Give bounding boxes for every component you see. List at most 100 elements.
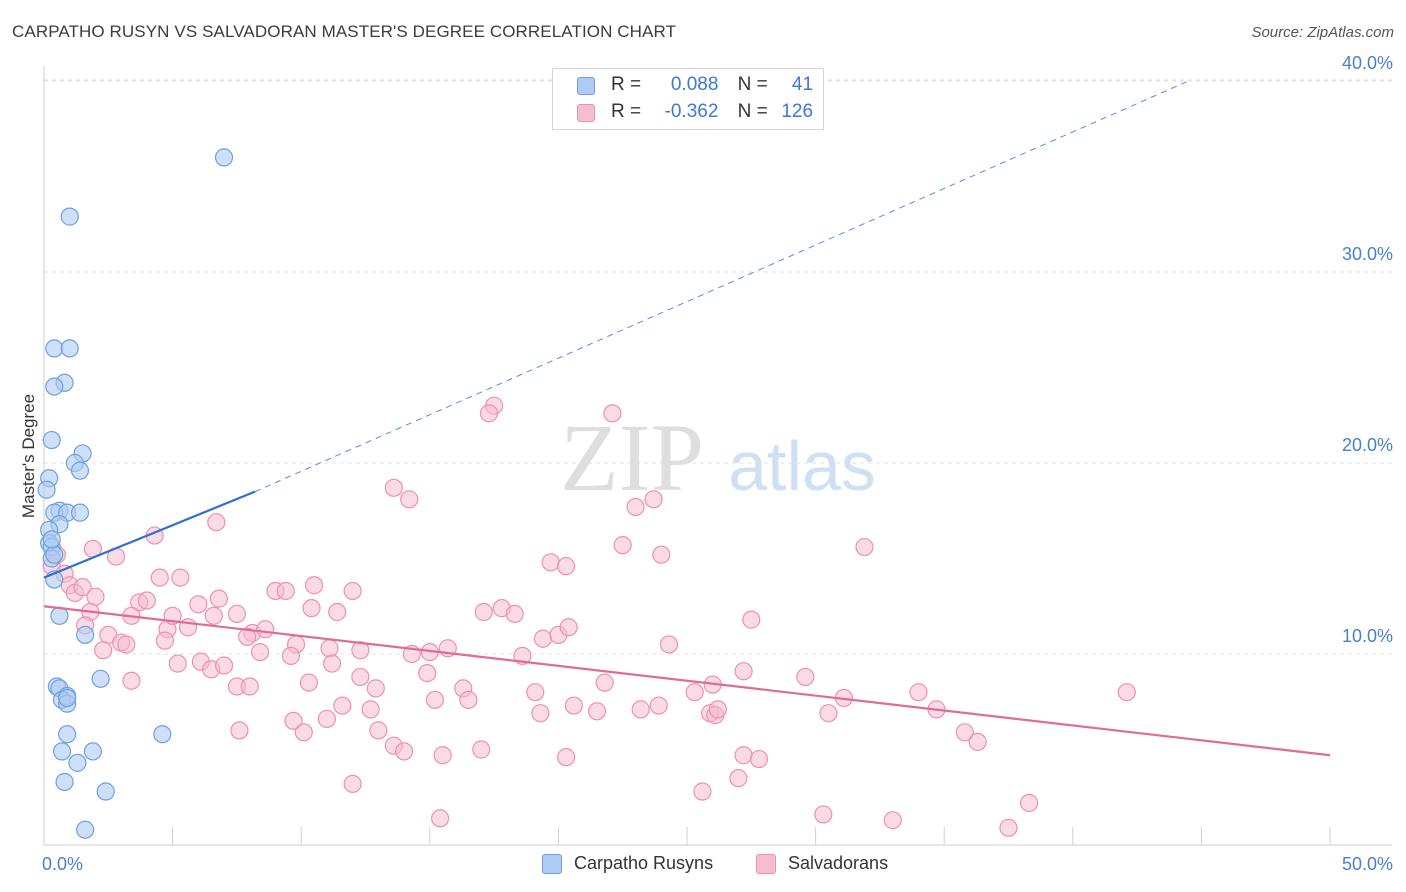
carpatho-rusyn-point bbox=[37, 480, 56, 499]
salvadoran-point bbox=[541, 553, 560, 572]
carpatho-rusyns-trendline bbox=[43, 490, 256, 579]
salvadoran-point bbox=[734, 662, 753, 681]
legend-swatch-blue bbox=[577, 77, 595, 95]
legend-swatch-pink bbox=[577, 104, 595, 122]
salvadoran-point bbox=[531, 704, 550, 723]
salvadoran-point bbox=[742, 610, 761, 629]
carpatho-rusyn-point bbox=[70, 461, 90, 480]
r-value: 0.088 bbox=[670, 74, 719, 95]
salvadoran-point bbox=[320, 639, 339, 658]
salvadoran-point bbox=[369, 721, 388, 740]
salvadoran-point bbox=[117, 635, 136, 654]
carpatho-rusyn-point bbox=[96, 782, 115, 801]
salvadoran-point bbox=[366, 679, 385, 698]
salvadoran-point bbox=[122, 671, 141, 690]
salvadoran-point bbox=[472, 740, 491, 759]
carpatho-rusyn-point bbox=[45, 377, 64, 396]
salvadoran-point bbox=[557, 557, 576, 576]
y-tick-label: 20.0% bbox=[1342, 435, 1393, 455]
salvadoran-point bbox=[652, 545, 671, 564]
salvadoran-point bbox=[626, 497, 645, 517]
salvadoran-point bbox=[433, 746, 452, 765]
salvadoran-point bbox=[557, 748, 576, 767]
salvadoran-point bbox=[394, 742, 414, 761]
trend-layer bbox=[43, 80, 1331, 757]
y-axis-label: Master's Degree bbox=[19, 394, 38, 518]
carpatho-rusyn-point bbox=[45, 339, 64, 358]
salvadoran-point bbox=[474, 602, 493, 622]
chart-title: CARPATHO RUSYN VS SALVADORAN MASTER'S DE… bbox=[12, 22, 677, 41]
salvadoran-point bbox=[968, 732, 987, 751]
salvadoran-point bbox=[644, 490, 663, 509]
y-tick-label: 40.0% bbox=[1342, 53, 1393, 73]
salvadoran-point bbox=[649, 696, 668, 715]
salvadoran-point bbox=[276, 581, 295, 601]
salvadoran-point bbox=[86, 587, 105, 606]
salvadoran-point bbox=[430, 809, 450, 828]
legend-label: Salvadorans bbox=[788, 853, 889, 873]
salvadoran-point bbox=[855, 537, 874, 557]
carpatho-rusyn-point bbox=[42, 530, 61, 549]
salvadoran-point bbox=[595, 673, 614, 692]
salvadoran-point bbox=[209, 589, 228, 608]
x-tick-label: 0.0% bbox=[42, 854, 83, 874]
salvadoran-point bbox=[603, 404, 622, 423]
salvadoran-point bbox=[230, 721, 249, 740]
carpatho-rusyn-point bbox=[45, 545, 64, 564]
salvadorans-points bbox=[42, 396, 1136, 837]
salvadoran-point bbox=[214, 656, 234, 675]
salvadoran-point bbox=[204, 606, 223, 625]
carpatho-rusyn-point bbox=[91, 669, 110, 688]
r-value: -0.362 bbox=[664, 101, 719, 122]
salvadoran-point bbox=[250, 642, 270, 662]
salvadoran-point bbox=[693, 782, 712, 801]
legend-label: Carpatho Rusyns bbox=[574, 853, 714, 873]
salvadoran-point bbox=[955, 723, 974, 742]
watermark-zip: ZIP bbox=[560, 404, 704, 511]
salvadoran-point bbox=[909, 683, 928, 702]
carpatho-rusyn-point bbox=[214, 148, 234, 167]
carpatho-rusyn-point bbox=[52, 742, 72, 761]
y-tick-label: 30.0% bbox=[1342, 244, 1393, 264]
carpatho-rusyn-point bbox=[42, 430, 61, 450]
salvadoran-point bbox=[284, 711, 303, 730]
n-label: N = bbox=[737, 101, 768, 122]
carpatho-rusyn-point bbox=[83, 742, 102, 761]
carpatho-rusyn-point bbox=[70, 503, 90, 522]
salvadoran-point bbox=[1019, 793, 1039, 813]
salvadoran-point bbox=[384, 478, 403, 497]
salvadoran-point bbox=[294, 723, 313, 742]
r-label: R = bbox=[611, 74, 642, 95]
salvadorans-trendline bbox=[43, 605, 1331, 757]
watermark: ZIP atlas bbox=[560, 404, 876, 511]
series-legend: Carpatho Rusyns Salvadorans bbox=[0, 852, 1406, 878]
salvadoran-point bbox=[814, 805, 833, 824]
salvadoran-point bbox=[479, 404, 499, 423]
carpatho-rusyn-point bbox=[76, 820, 95, 839]
salvadoran-point bbox=[883, 811, 902, 830]
salvadoran-point bbox=[631, 700, 650, 719]
carpatho-rusyn-point bbox=[58, 688, 77, 708]
salvadoran-point bbox=[564, 696, 583, 715]
salvadoran-point bbox=[734, 746, 753, 765]
n-value: 41 bbox=[791, 74, 814, 95]
carpatho-rusyn-point bbox=[68, 753, 87, 772]
grid-layer bbox=[44, 79, 1392, 655]
legend-swatch-blue bbox=[542, 854, 562, 874]
salvadoran-point bbox=[796, 667, 815, 687]
carpatho-rusyn-point bbox=[55, 772, 74, 792]
salvadoran-point bbox=[189, 595, 208, 614]
salvadoran-point bbox=[328, 602, 347, 622]
n-value: 126 bbox=[781, 101, 814, 122]
carpatho-rusyn-point bbox=[50, 606, 69, 625]
salvadoran-point bbox=[526, 683, 545, 702]
salvadoran-point bbox=[343, 581, 362, 601]
salvadoran-point bbox=[281, 646, 301, 666]
salvadoran-point bbox=[238, 627, 257, 646]
legend-swatch-pink bbox=[756, 854, 776, 874]
salvadoran-point bbox=[659, 635, 679, 654]
salvadoran-point bbox=[749, 749, 769, 769]
salvadoran-point bbox=[322, 654, 342, 673]
stats-legend: R = 0.088 N = 41 R = -0.362 N = 126 bbox=[552, 68, 824, 130]
